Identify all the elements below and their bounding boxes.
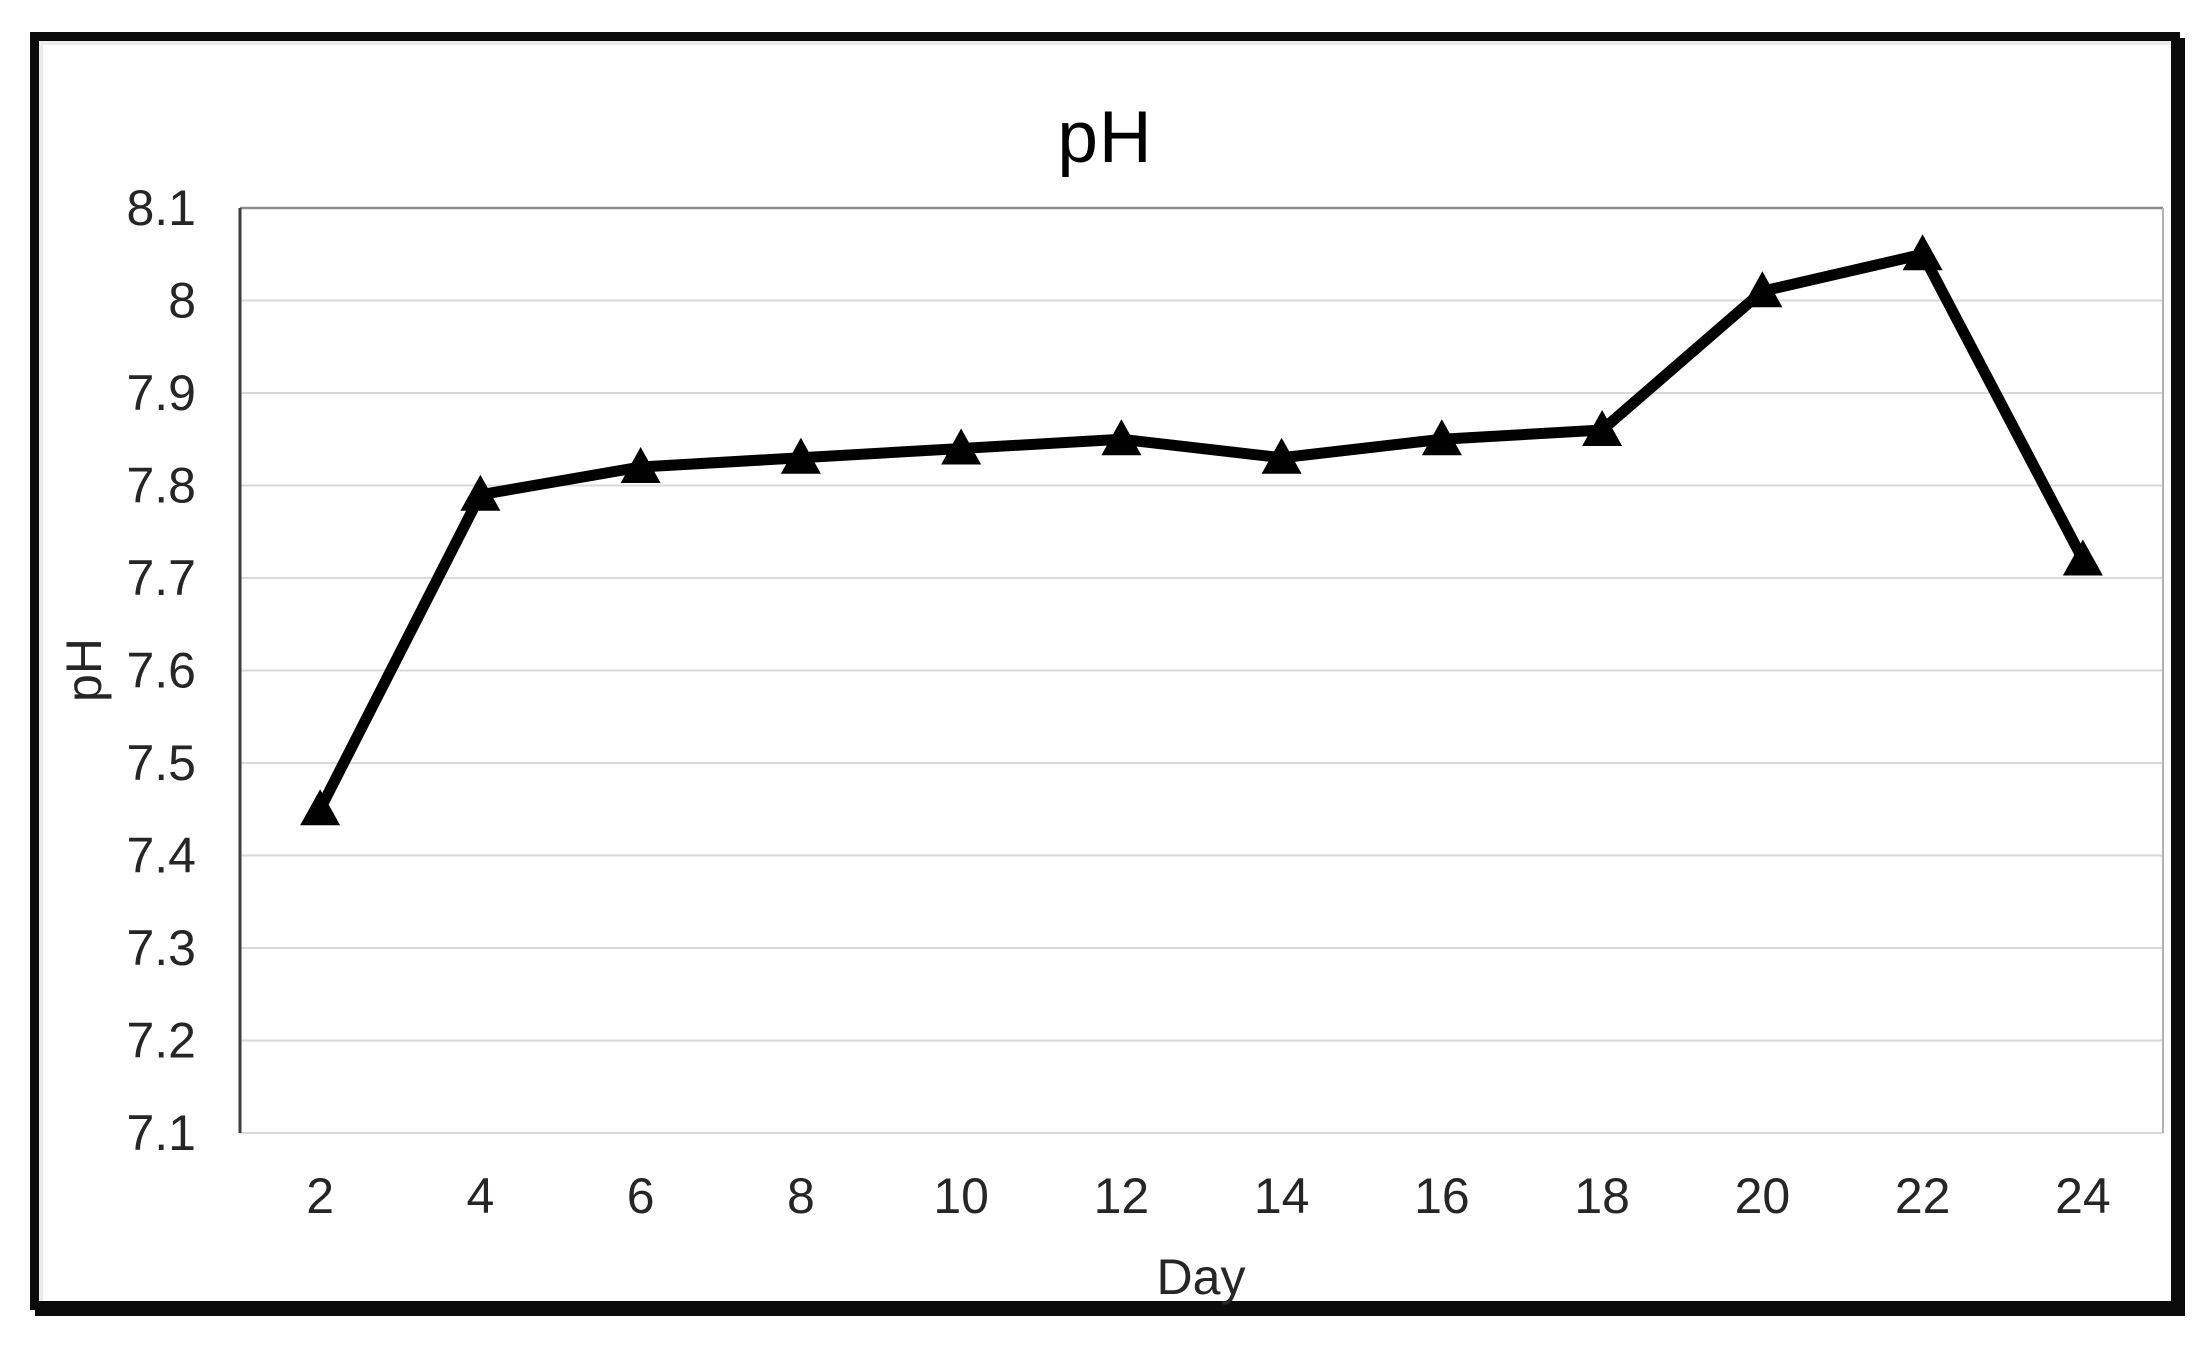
y-tick-label: 7.5 <box>126 735 196 791</box>
data-point-marker <box>1101 419 1142 456</box>
x-tick-label: 2 <box>306 1168 334 1224</box>
chart-title: pH <box>1057 97 1153 178</box>
y-tick-label: 7.9 <box>126 365 196 421</box>
series-line <box>314 248 2089 815</box>
data-point-marker <box>941 428 982 465</box>
data-point-marker <box>780 437 821 474</box>
x-tick-label: 6 <box>627 1168 655 1224</box>
data-point-marker <box>1902 234 1943 271</box>
data-point-marker <box>1261 437 1302 474</box>
x-tick-label: 10 <box>933 1168 989 1224</box>
x-tick-label: 8 <box>787 1168 815 1224</box>
data-point-marker <box>460 474 501 511</box>
data-point-marker <box>620 447 661 483</box>
y-tick-label: 7.3 <box>126 920 196 976</box>
x-tick-label: 22 <box>1895 1168 1951 1224</box>
y-tick-label: 7.1 <box>126 1105 196 1161</box>
y-tick-label: 8 <box>168 273 196 329</box>
x-tick-label: 16 <box>1414 1168 1470 1224</box>
data-point-marker <box>2062 539 2103 576</box>
data-point-marker <box>1582 410 1623 446</box>
y-tick-label: 7.2 <box>126 1013 196 1069</box>
x-tick-label: 14 <box>1254 1168 1310 1224</box>
x-tick-label: 18 <box>1574 1168 1630 1224</box>
x-axis-title: Day <box>1156 1249 1246 1305</box>
y-tick-label: 7.8 <box>126 458 196 514</box>
x-tick-label: 12 <box>1094 1168 1150 1224</box>
y-tick-label: 7.6 <box>126 643 196 699</box>
data-point-marker <box>1742 271 1783 308</box>
x-tick-label: 4 <box>466 1168 494 1224</box>
y-tick-label: 7.7 <box>126 550 196 606</box>
x-tick-label: 24 <box>2055 1168 2111 1224</box>
y-tick-label: 8.1 <box>126 180 196 236</box>
x-tick-label: 20 <box>1735 1168 1791 1224</box>
data-point-marker <box>1421 419 1462 456</box>
y-tick-label: 7.4 <box>126 828 196 884</box>
data-point-marker <box>300 789 341 826</box>
